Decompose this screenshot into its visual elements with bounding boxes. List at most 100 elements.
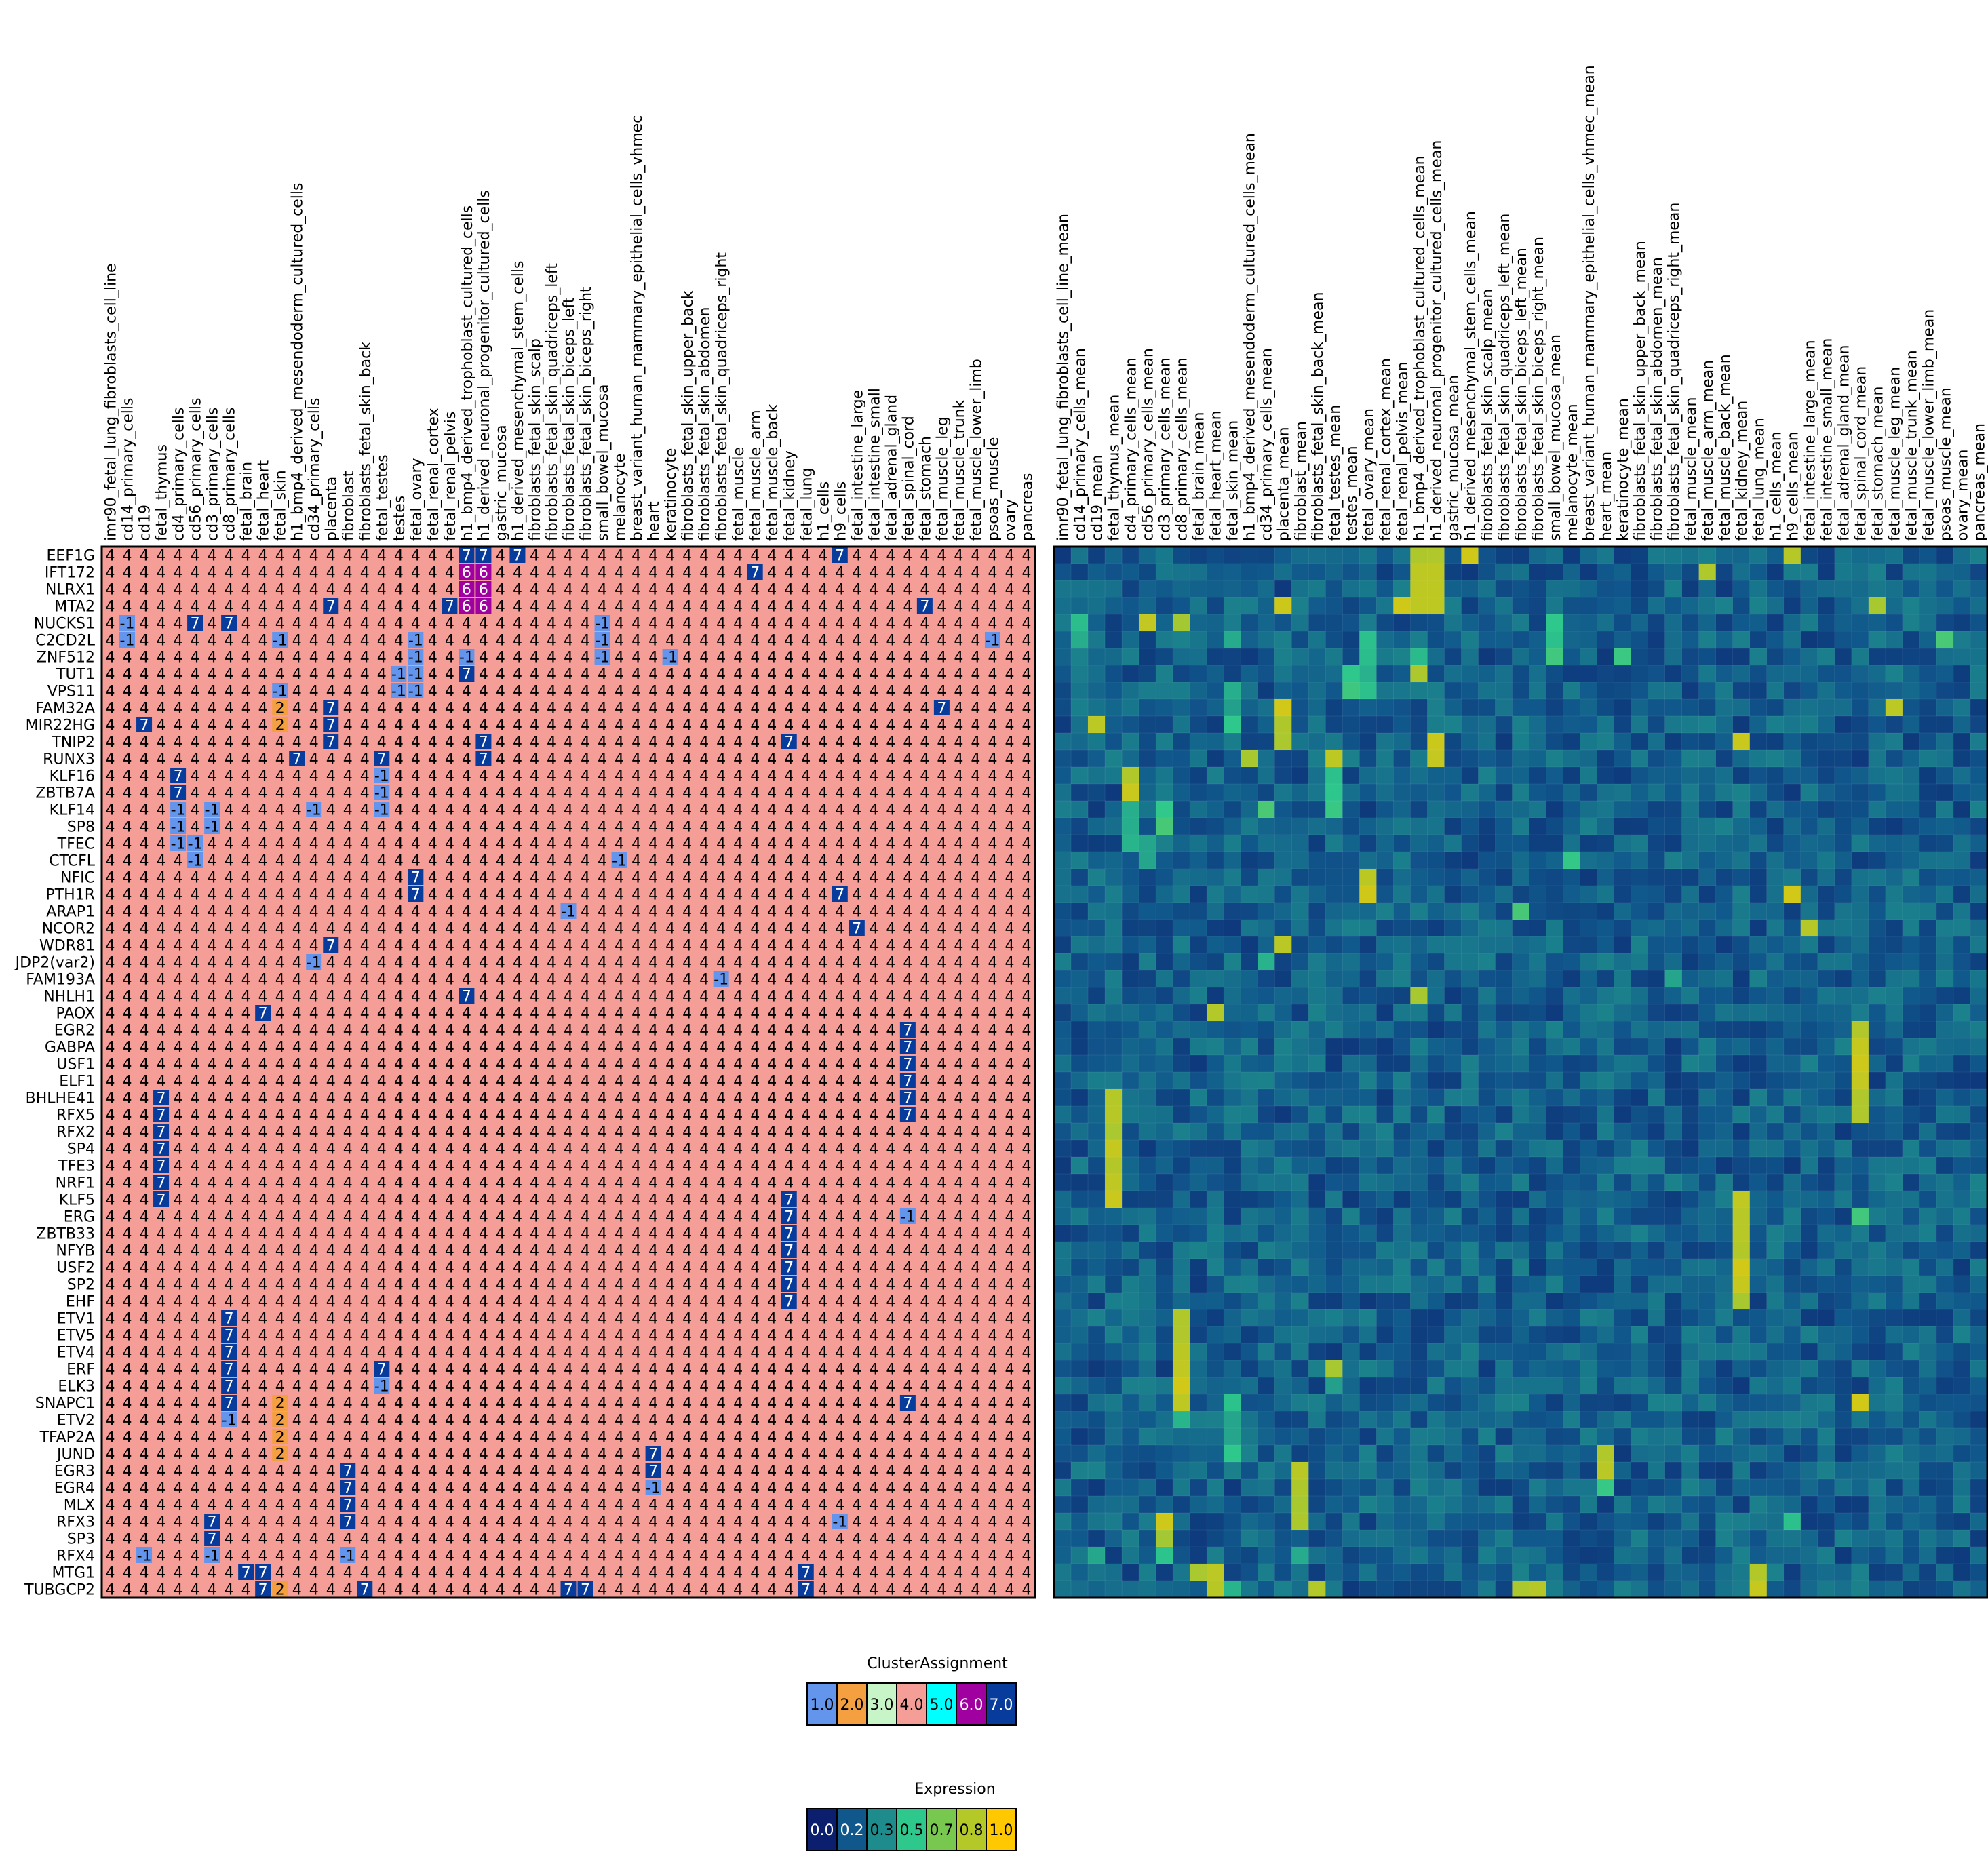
expr-cell-nfic-50 bbox=[1902, 868, 1920, 886]
expr-cell-nlrx1-14 bbox=[1291, 580, 1310, 598]
cluster-value-jdp2-var2-21: 4 bbox=[462, 955, 471, 972]
cluster-value-etv1-5: 4 bbox=[191, 1311, 200, 1328]
cluster-value-eef1g-32: 4 bbox=[648, 548, 658, 565]
cluster-value-tfec-15: 4 bbox=[360, 836, 370, 853]
cluster-value-etv2-41: 4 bbox=[801, 1413, 811, 1429]
col-label-fetal-skin: fetal_skin bbox=[273, 470, 290, 541]
cluster-value-etv1-52: 4 bbox=[988, 1311, 997, 1328]
cluster-value-znf512-48: 4 bbox=[920, 650, 929, 667]
cluster-value-egr4-15: 4 bbox=[360, 1480, 370, 1497]
expr-cell-vps11-32 bbox=[1597, 682, 1615, 700]
expr-cell-arap1-34 bbox=[1631, 902, 1649, 920]
cluster-value-jund-44: 4 bbox=[852, 1446, 861, 1463]
cluster-value-usf1-48: 4 bbox=[920, 1057, 929, 1073]
cluster-value-rfx2-25: 4 bbox=[530, 1124, 539, 1141]
expr-cell-eef1g-36 bbox=[1664, 546, 1683, 564]
cluster-value-nlrx1-26: 4 bbox=[547, 582, 556, 599]
cluster-value-c2cd2l-35: 4 bbox=[699, 633, 709, 650]
cluster-value-zbtb33-12: 4 bbox=[309, 1226, 319, 1243]
expr-cell-eef1g-12 bbox=[1257, 546, 1276, 564]
cluster-value-arap1-12: 4 bbox=[309, 904, 319, 921]
cluster-value-c2cd2l-2: 4 bbox=[140, 633, 149, 650]
cluster-value-ift172-37: 4 bbox=[733, 565, 743, 582]
cluster-value-tnip2-9: 4 bbox=[258, 734, 268, 751]
cluster-value-nucks1-38: 4 bbox=[750, 616, 760, 633]
expr-cell-klf14-35 bbox=[1648, 800, 1666, 818]
expr-cell-eef1g-54 bbox=[1970, 546, 1988, 564]
cluster-value-tfe3-19: 4 bbox=[428, 1158, 437, 1175]
cluster-value-nhlh1-52: 4 bbox=[988, 989, 997, 1006]
cluster-value-wdr81-15: 4 bbox=[360, 938, 370, 955]
cluster-value-fam32a-54: 4 bbox=[1021, 701, 1031, 717]
cluster-value-pth1r-36: 4 bbox=[716, 887, 726, 904]
cluster-value-etv2-45: 4 bbox=[869, 1413, 878, 1429]
cluster-value-egr3-42: 4 bbox=[818, 1463, 827, 1480]
cluster-value-mtg1-50: 4 bbox=[954, 1565, 963, 1582]
cluster-value-rfx5-17: 4 bbox=[394, 1107, 404, 1124]
cluster-value-ncor2-5: 4 bbox=[191, 921, 200, 938]
cluster-value-mtg1-26: 4 bbox=[547, 1565, 556, 1582]
expr-cell-nucks1-31 bbox=[1580, 614, 1598, 632]
expr-cell-mta2-20 bbox=[1393, 597, 1411, 615]
expr-cell-sp8-34 bbox=[1631, 817, 1649, 835]
expr-cell-mta2-25 bbox=[1478, 597, 1496, 615]
expr-cell-vps11-15 bbox=[1308, 682, 1327, 700]
cluster-value-tfec-27: 4 bbox=[564, 836, 573, 853]
expr-cell-nfic-46 bbox=[1834, 868, 1852, 886]
cluster-value-sp3-27: 4 bbox=[564, 1531, 573, 1548]
expr-cell-pth1r-14 bbox=[1291, 885, 1310, 903]
cluster-value-egr3-28: 4 bbox=[581, 1463, 590, 1480]
cluster-value-nfyb-44: 4 bbox=[852, 1243, 861, 1260]
cluster-value-egr3-0: 4 bbox=[106, 1463, 115, 1480]
cluster-value-mtg1-29: 4 bbox=[598, 1565, 607, 1582]
expr-cell-mir22hg-31 bbox=[1580, 715, 1598, 734]
cluster-value-eef1g-16: 4 bbox=[377, 548, 387, 565]
cluster-cell-tubgcp2-28 bbox=[577, 1581, 593, 1597]
cluster-value-paox-45: 4 bbox=[869, 1006, 878, 1023]
cluster-value-mir22hg-2: 7 bbox=[140, 717, 149, 734]
cluster-value-tfap2a-10: 2 bbox=[275, 1429, 285, 1446]
cluster-value-zbtb7a-40: 4 bbox=[784, 785, 794, 802]
cluster-value-ehf-1: 4 bbox=[123, 1294, 132, 1311]
expr-cell-fam32a-0 bbox=[1053, 698, 1072, 717]
cluster-value-fam32a-24: 4 bbox=[513, 701, 522, 717]
cluster-value-tnip2-32: 4 bbox=[648, 734, 658, 751]
expr-cell-runx3-9 bbox=[1206, 749, 1224, 768]
cluster-value-elf1-40: 4 bbox=[784, 1073, 794, 1090]
cluster-value-znf512-46: 4 bbox=[886, 650, 895, 667]
cluster-value-zbtb7a-34: 4 bbox=[682, 785, 692, 802]
cluster-value-arap1-29: 4 bbox=[598, 904, 607, 921]
cluster-value-etv1-15: 4 bbox=[360, 1311, 370, 1328]
expr-cell-pth1r-2 bbox=[1087, 885, 1106, 903]
expr-cell-eef1g-51 bbox=[1919, 546, 1937, 564]
cluster-value-erf-6: 4 bbox=[208, 1362, 217, 1379]
cluster-value-klf16-7: 4 bbox=[225, 768, 234, 785]
cluster-value-nlrx1-8: 4 bbox=[241, 582, 251, 599]
cluster-value-nfyb-9: 4 bbox=[258, 1243, 268, 1260]
cluster-value-klf16-6: 4 bbox=[208, 768, 217, 785]
cluster-value-usf1-18: 4 bbox=[411, 1057, 421, 1073]
cluster-value-pth1r-24: 4 bbox=[513, 887, 522, 904]
cluster-value-jund-37: 4 bbox=[733, 1446, 743, 1463]
cluster-value-snapc1-5: 4 bbox=[191, 1396, 200, 1413]
cluster-value-mir22hg-23: 4 bbox=[496, 717, 505, 734]
cluster-value-tfap2a-39: 4 bbox=[767, 1429, 777, 1446]
cluster-value-ncor2-38: 4 bbox=[750, 921, 760, 938]
cluster-value-jund-2: 4 bbox=[140, 1446, 149, 1463]
cluster-value-usf2-47: 4 bbox=[903, 1260, 912, 1277]
cluster-value-ehf-2: 4 bbox=[140, 1294, 149, 1311]
cluster-value-bhlhe41-49: 4 bbox=[937, 1090, 946, 1107]
cluster-value-sp3-21: 4 bbox=[462, 1531, 471, 1548]
cluster-value-wdr81-3: 4 bbox=[157, 938, 166, 955]
cluster-value-paox-49: 4 bbox=[937, 1006, 946, 1023]
expr-cell-ift172-0 bbox=[1053, 563, 1072, 581]
expr-cell-ncor2-0 bbox=[1053, 919, 1072, 937]
expr-cell-nfic-29 bbox=[1546, 868, 1564, 886]
cluster-value-erf-23: 4 bbox=[496, 1362, 505, 1379]
cluster-value-gabpa-41: 4 bbox=[801, 1040, 811, 1057]
cluster-value-tubgcp2-41: 7 bbox=[801, 1582, 811, 1599]
expr-cell-nlrx1-29 bbox=[1546, 580, 1564, 598]
expr-cell-eef1g-40 bbox=[1732, 546, 1751, 564]
cluster-value-runx3-29: 4 bbox=[598, 751, 607, 768]
expr-cell-tnip2-41 bbox=[1749, 732, 1768, 751]
